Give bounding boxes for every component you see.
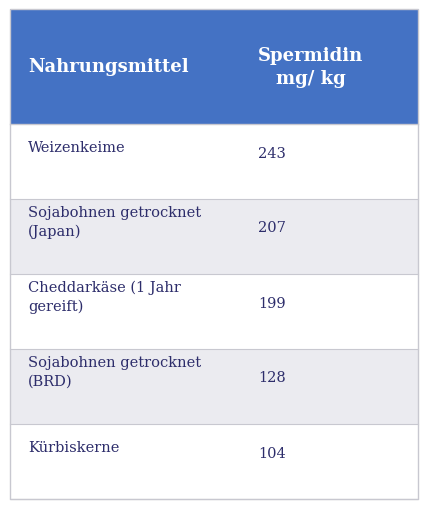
- Bar: [10, 10, 418, 125]
- Text: Nahrungsmittel: Nahrungsmittel: [28, 59, 189, 76]
- Text: 128: 128: [258, 371, 286, 385]
- Bar: [10, 200, 418, 274]
- Text: 104: 104: [258, 445, 286, 460]
- Bar: [10, 349, 418, 424]
- Bar: [10, 125, 418, 200]
- Text: 199: 199: [258, 296, 285, 310]
- Text: 243: 243: [258, 146, 286, 160]
- Text: 207: 207: [258, 221, 286, 235]
- Text: Sojabohnen getrocknet
(BRD): Sojabohnen getrocknet (BRD): [28, 356, 201, 388]
- Text: Cheddarkäse (1 Jahr
gereift): Cheddarkäse (1 Jahr gereift): [28, 280, 181, 314]
- Bar: [10, 424, 418, 499]
- Text: Kürbiskerne: Kürbiskerne: [28, 440, 119, 454]
- Text: Weizenkeime: Weizenkeime: [28, 140, 126, 154]
- Text: Sojabohnen getrocknet
(Japan): Sojabohnen getrocknet (Japan): [28, 206, 201, 239]
- Text: Spermidin
mg/ kg: Spermidin mg/ kg: [258, 47, 363, 88]
- Bar: [10, 274, 418, 349]
